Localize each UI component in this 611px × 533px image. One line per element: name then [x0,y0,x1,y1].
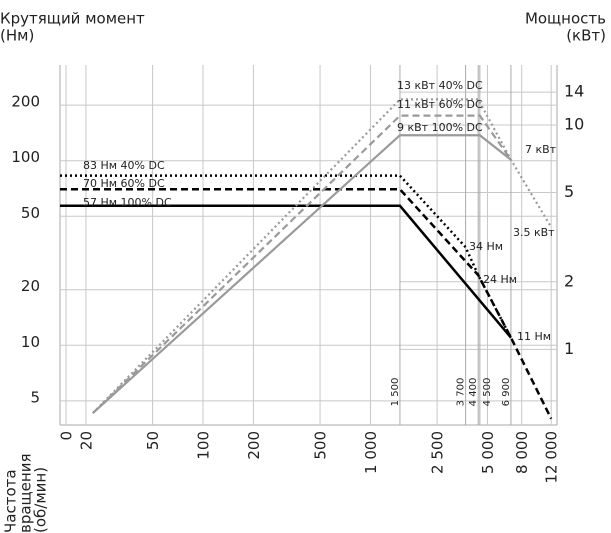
annotation: 3.5 кВт [513,226,555,239]
annotation: 11 Нм [517,330,551,343]
series-label: 70 Нм 60% DC [83,177,165,190]
y-tick-label: 200 [11,93,40,111]
x-axis-title: Частота [2,469,20,533]
y-tick-label: 5 [30,388,40,406]
y2-axis-title: (кВт) [566,27,606,45]
speed-marker-label: 1 500 [390,378,401,407]
series-line [92,114,512,414]
x-tick-label: 2 500 [429,431,447,474]
series-label: 9 кВт 100% DC [397,121,483,134]
x-tick-label: 1 000 [362,431,380,474]
x-tick-label: 8 000 [513,431,531,474]
x-tick-label: 50 [144,431,162,450]
y-tick-label: 50 [21,204,40,222]
annotation: 34 Нм [469,240,503,253]
speed-marker-label: 6 900 [501,378,512,407]
series-label: 13 кВт 40% DC [397,79,483,92]
x-axis-title: (об/мин) [32,467,50,533]
y2-tick-label: 14 [564,82,584,101]
y2-tick-label: 1 [564,339,574,358]
x-tick-label: 0 [58,431,76,441]
speed-marker-label: 4 400 [468,378,479,407]
series-line [60,204,512,339]
y2-axis-title: Мощность [525,10,606,28]
y-axis-title: (Нм) [0,27,34,45]
x-axis-title: вращения [17,454,35,533]
series-label: 11 кВт 60% DC [397,98,483,111]
annotation: 7 кВт [525,143,557,156]
series-line [92,98,553,414]
series-label: 57 Нм 100% DC [83,196,172,209]
x-tick-label: 100 [194,431,212,460]
y-tick-label: 20 [21,277,40,295]
x-tick-label: 5 000 [479,431,497,474]
speed-marker-label: 3 700 [456,378,467,407]
x-tick-label: 12 000 [543,431,561,484]
y-tick-label: 100 [11,148,40,166]
series-label: 83 Нм 40% DC [83,159,165,172]
series-line [60,188,553,420]
y2-tick-label: 10 [564,114,584,133]
x-tick-label: 500 [312,431,330,460]
y2-tick-label: 2 [564,271,574,290]
y-axis-title: Крутящий момент [0,10,145,28]
y-tick-label: 10 [21,333,40,351]
x-tick-label: 200 [245,431,263,460]
y2-tick-label: 5 [564,182,574,201]
series-line [92,134,512,414]
speed-marker-label: 4 500 [482,378,493,407]
x-tick-label: 20 [77,431,95,450]
annotation: 24 Нм [483,273,517,286]
